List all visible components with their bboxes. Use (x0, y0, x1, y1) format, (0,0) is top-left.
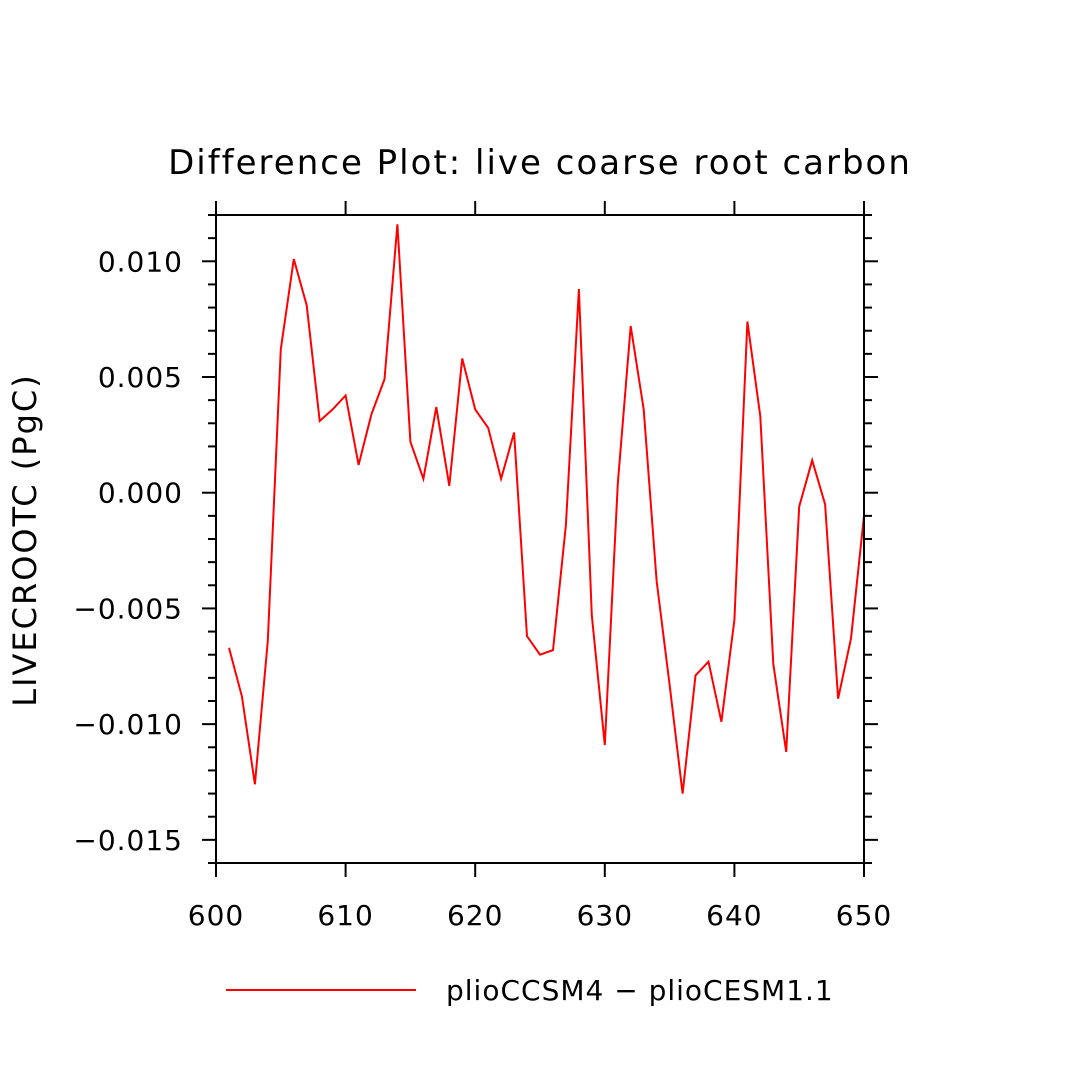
chart-title: Difference Plot: live coarse root carbon (168, 143, 912, 183)
y-tick-label: −0.005 (73, 592, 183, 625)
series-line-0 (228, 224, 865, 794)
x-tick-label: 610 (317, 899, 373, 932)
y-tick-label: −0.015 (73, 824, 183, 857)
x-tick-label: 640 (706, 899, 762, 932)
y-axis-label: LIVECROOTC (PgC) (6, 373, 44, 706)
plot-frame (215, 214, 865, 864)
x-tick-label: 600 (188, 899, 244, 932)
x-tick-label: 630 (577, 899, 633, 932)
x-tick-label: 620 (447, 899, 503, 932)
legend-label: plioCCSM4 − plioCESM1.1 (446, 974, 834, 1007)
axis-ticks (202, 201, 878, 877)
y-tick-label: 0.010 (98, 245, 183, 278)
axis-tick-labels: 600 610 620 630 640 650 −0.015 −0.010 −0.005 0.00… (73, 245, 892, 932)
x-tick-label: 650 (836, 899, 892, 932)
y-tick-label: 0.000 (98, 477, 183, 510)
series-layer (228, 224, 865, 794)
y-tick-label: −0.010 (73, 708, 183, 741)
y-tick-label: 0.005 (98, 361, 183, 394)
legend: plioCCSM4 − plioCESM1.1 (226, 974, 834, 1007)
